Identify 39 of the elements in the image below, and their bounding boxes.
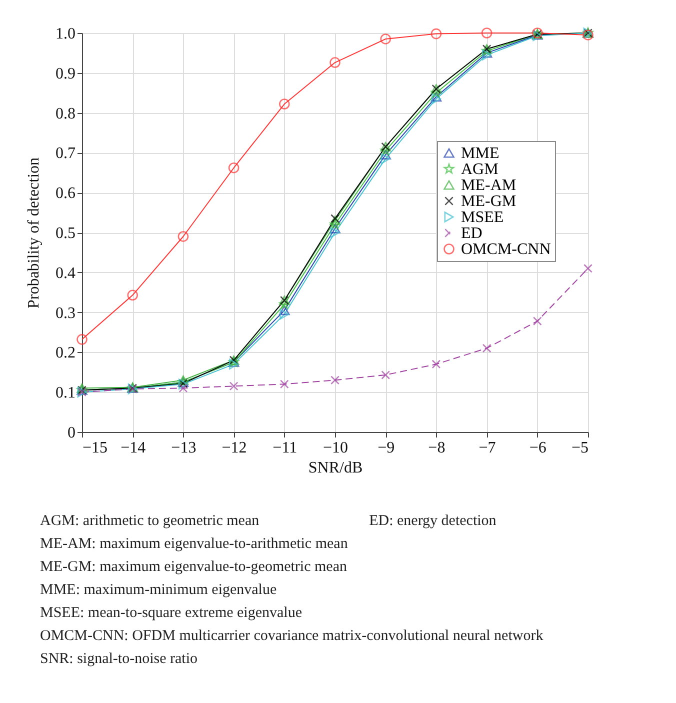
y-axis-title: Probability of detection [26,157,42,309]
legend-label: AGM [461,161,498,178]
legend-label: ME-GM [461,193,516,210]
text: MME: maximum-minimum eigenvalue [40,581,277,600]
y-tick-label: 0.8 [56,105,76,122]
y-tick-label: 0.1 [56,384,76,402]
y-tick-label: 0.3 [56,304,76,322]
x-tick-label: −8 [428,440,446,456]
y-tick-label: 1.0 [56,26,76,42]
x-tick-label: −15 [82,440,108,456]
y-tick-label: 0.4 [56,264,76,282]
text: AGM: arithmetic to geometric mean [40,512,260,531]
text: ME-AM: maximum eigenvalue-to-arithmetic mean [40,535,348,554]
text: OMCM-CNN: OFDM multicarrier covariance matrix-convolutional neural network [40,627,544,646]
y-tick-label: 0 [68,424,76,442]
legend-label: ME-AM [461,177,516,194]
legend-label: MME [461,145,500,162]
x-tick-label: −9 [378,440,395,456]
text: SNR: signal-to-noise ratio [40,650,198,669]
x-tick-label: −11 [272,440,298,456]
y-tick-label: 0.6 [56,185,76,202]
x-tick-label: −6 [529,440,546,456]
legend-label: MSEE [461,209,504,226]
y-tick-label: 0.9 [56,65,76,82]
y-tick-label: 0.2 [56,344,76,362]
text: MSEE: mean-to-square extreme eigenvalue [40,604,302,623]
x-tick-label: −7 [478,440,496,456]
legend-label: OMCM-CNN [461,241,552,258]
legend-label: ED [461,225,482,242]
x-tick-label: −12 [222,440,247,456]
y-tick-label: 0.7 [56,145,76,162]
x-tick-label: −13 [171,440,196,456]
x-axis-title: SNR/dB [308,460,363,476]
y-tick-label: 0.5 [56,225,76,242]
x-tick-label: −5 [571,440,588,456]
text: ED: energy detection [369,512,496,531]
x-tick-label: −14 [120,440,146,456]
x-tick-label: −10 [322,440,348,456]
text: ME-GM: maximum eigenvalue-to-geometric mean [40,558,347,577]
